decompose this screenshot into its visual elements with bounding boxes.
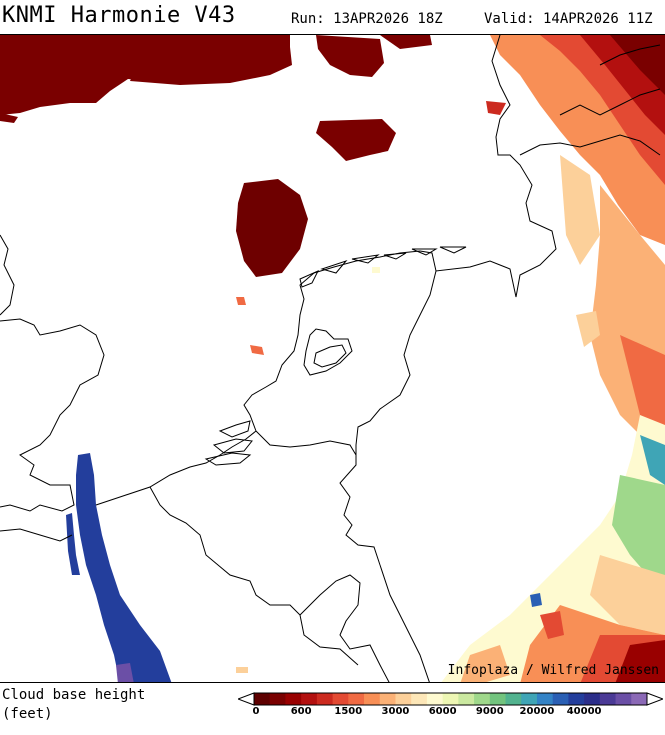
germany-coast — [419, 35, 557, 298]
england-coast — [0, 234, 105, 512]
de-fr-border — [379, 564, 430, 682]
northeast-cloud-field — [490, 35, 665, 455]
colorbar-swatch — [489, 693, 507, 705]
colorbar-swatch — [584, 693, 601, 705]
colorbar-swatch — [552, 693, 569, 705]
colorbar-swatch — [426, 693, 444, 705]
denmark-coast — [519, 44, 661, 156]
colorbar-tick-label: 1500 — [334, 706, 363, 717]
cloud-area-north-left-spot — [0, 113, 18, 123]
colorbar — [238, 692, 663, 706]
colorbar-arrow-right — [646, 692, 663, 706]
colorbar-tick-label: 9000 — [475, 706, 504, 717]
be-nl-border — [255, 430, 357, 456]
colorbar-swatch — [599, 693, 617, 705]
zeeland-islands — [204, 420, 253, 466]
colorbar-swatch — [458, 693, 475, 705]
netherlands-coast — [243, 250, 421, 432]
colorbar-swatch — [505, 693, 522, 705]
colorbar-border — [253, 692, 648, 706]
colorbar-swatch — [442, 693, 459, 705]
scattered-patches — [236, 267, 380, 673]
colorbar-arrow-left — [238, 692, 255, 706]
ijsselmeer — [303, 328, 353, 376]
colorbar-swatch — [254, 693, 271, 705]
cloud-area-small-isle — [316, 119, 396, 161]
colorbar-swatch — [301, 693, 318, 705]
colorbar-tick-label: 20000 — [519, 706, 555, 717]
colorbar-swatch — [615, 693, 632, 705]
nl-de-border — [339, 270, 437, 566]
colorbar-swatch — [474, 693, 491, 705]
colorbar-swatch — [395, 693, 412, 705]
be-fr-border — [149, 486, 359, 666]
colorbar-swatch — [536, 693, 554, 705]
lux-border — [299, 574, 390, 682]
colorbar-swatch — [285, 693, 302, 705]
colorbar-tick-label: 3000 — [381, 706, 410, 717]
southwest-high-cloud — [66, 453, 172, 682]
colorbar-swatch — [269, 693, 286, 705]
cloud-area-north-right — [316, 35, 384, 77]
map-panel: Infoplaza / Wilfred Janssen — [0, 34, 665, 683]
cloud-area-north-mid — [130, 47, 292, 85]
colorbar-swatch — [332, 693, 349, 705]
colorbar-swatch — [411, 693, 428, 705]
colorbar-tick-label: 6000 — [428, 706, 457, 717]
colorbar-tick-label: 40000 — [566, 706, 602, 717]
legend-unit: (feet) — [2, 706, 53, 722]
low-cloud-areas — [0, 35, 506, 277]
colorbar-swatch — [631, 693, 648, 705]
model-title: KNMI Harmonie V43 — [2, 3, 236, 28]
legend-label: Cloud base height — [2, 687, 146, 703]
colorbar-swatch — [568, 693, 585, 705]
colorbar-tick-label: 600 — [290, 706, 312, 717]
credit-text: Infoplaza / Wilfred Janssen — [447, 663, 659, 678]
cloud-area-blob — [236, 179, 308, 277]
run-time: Run: 13APR2026 18Z — [291, 11, 443, 27]
ijsselmeer-inner — [313, 344, 347, 368]
coastlines — [0, 35, 661, 682]
colorbar-tick-label: 0 — [252, 706, 260, 717]
cloud-speck — [486, 101, 506, 115]
colorbar-swatch — [316, 693, 334, 705]
valid-time: Valid: 14APR2026 11Z — [484, 11, 653, 27]
england-south-coast — [0, 528, 73, 542]
colorbar-swatch — [348, 693, 365, 705]
colorbar-swatch — [379, 693, 396, 705]
france-coast — [95, 430, 257, 506]
forecast-map — [0, 35, 665, 682]
cloud-area-top-edge — [380, 35, 432, 49]
colorbar-swatch — [521, 693, 538, 705]
colorbar-swatch — [364, 693, 381, 705]
header: KNMI Harmonie V43 Run: 13APR2026 18Z Val… — [0, 0, 665, 34]
southeast-cloud-field — [441, 415, 665, 682]
wadden-islands — [299, 246, 467, 288]
